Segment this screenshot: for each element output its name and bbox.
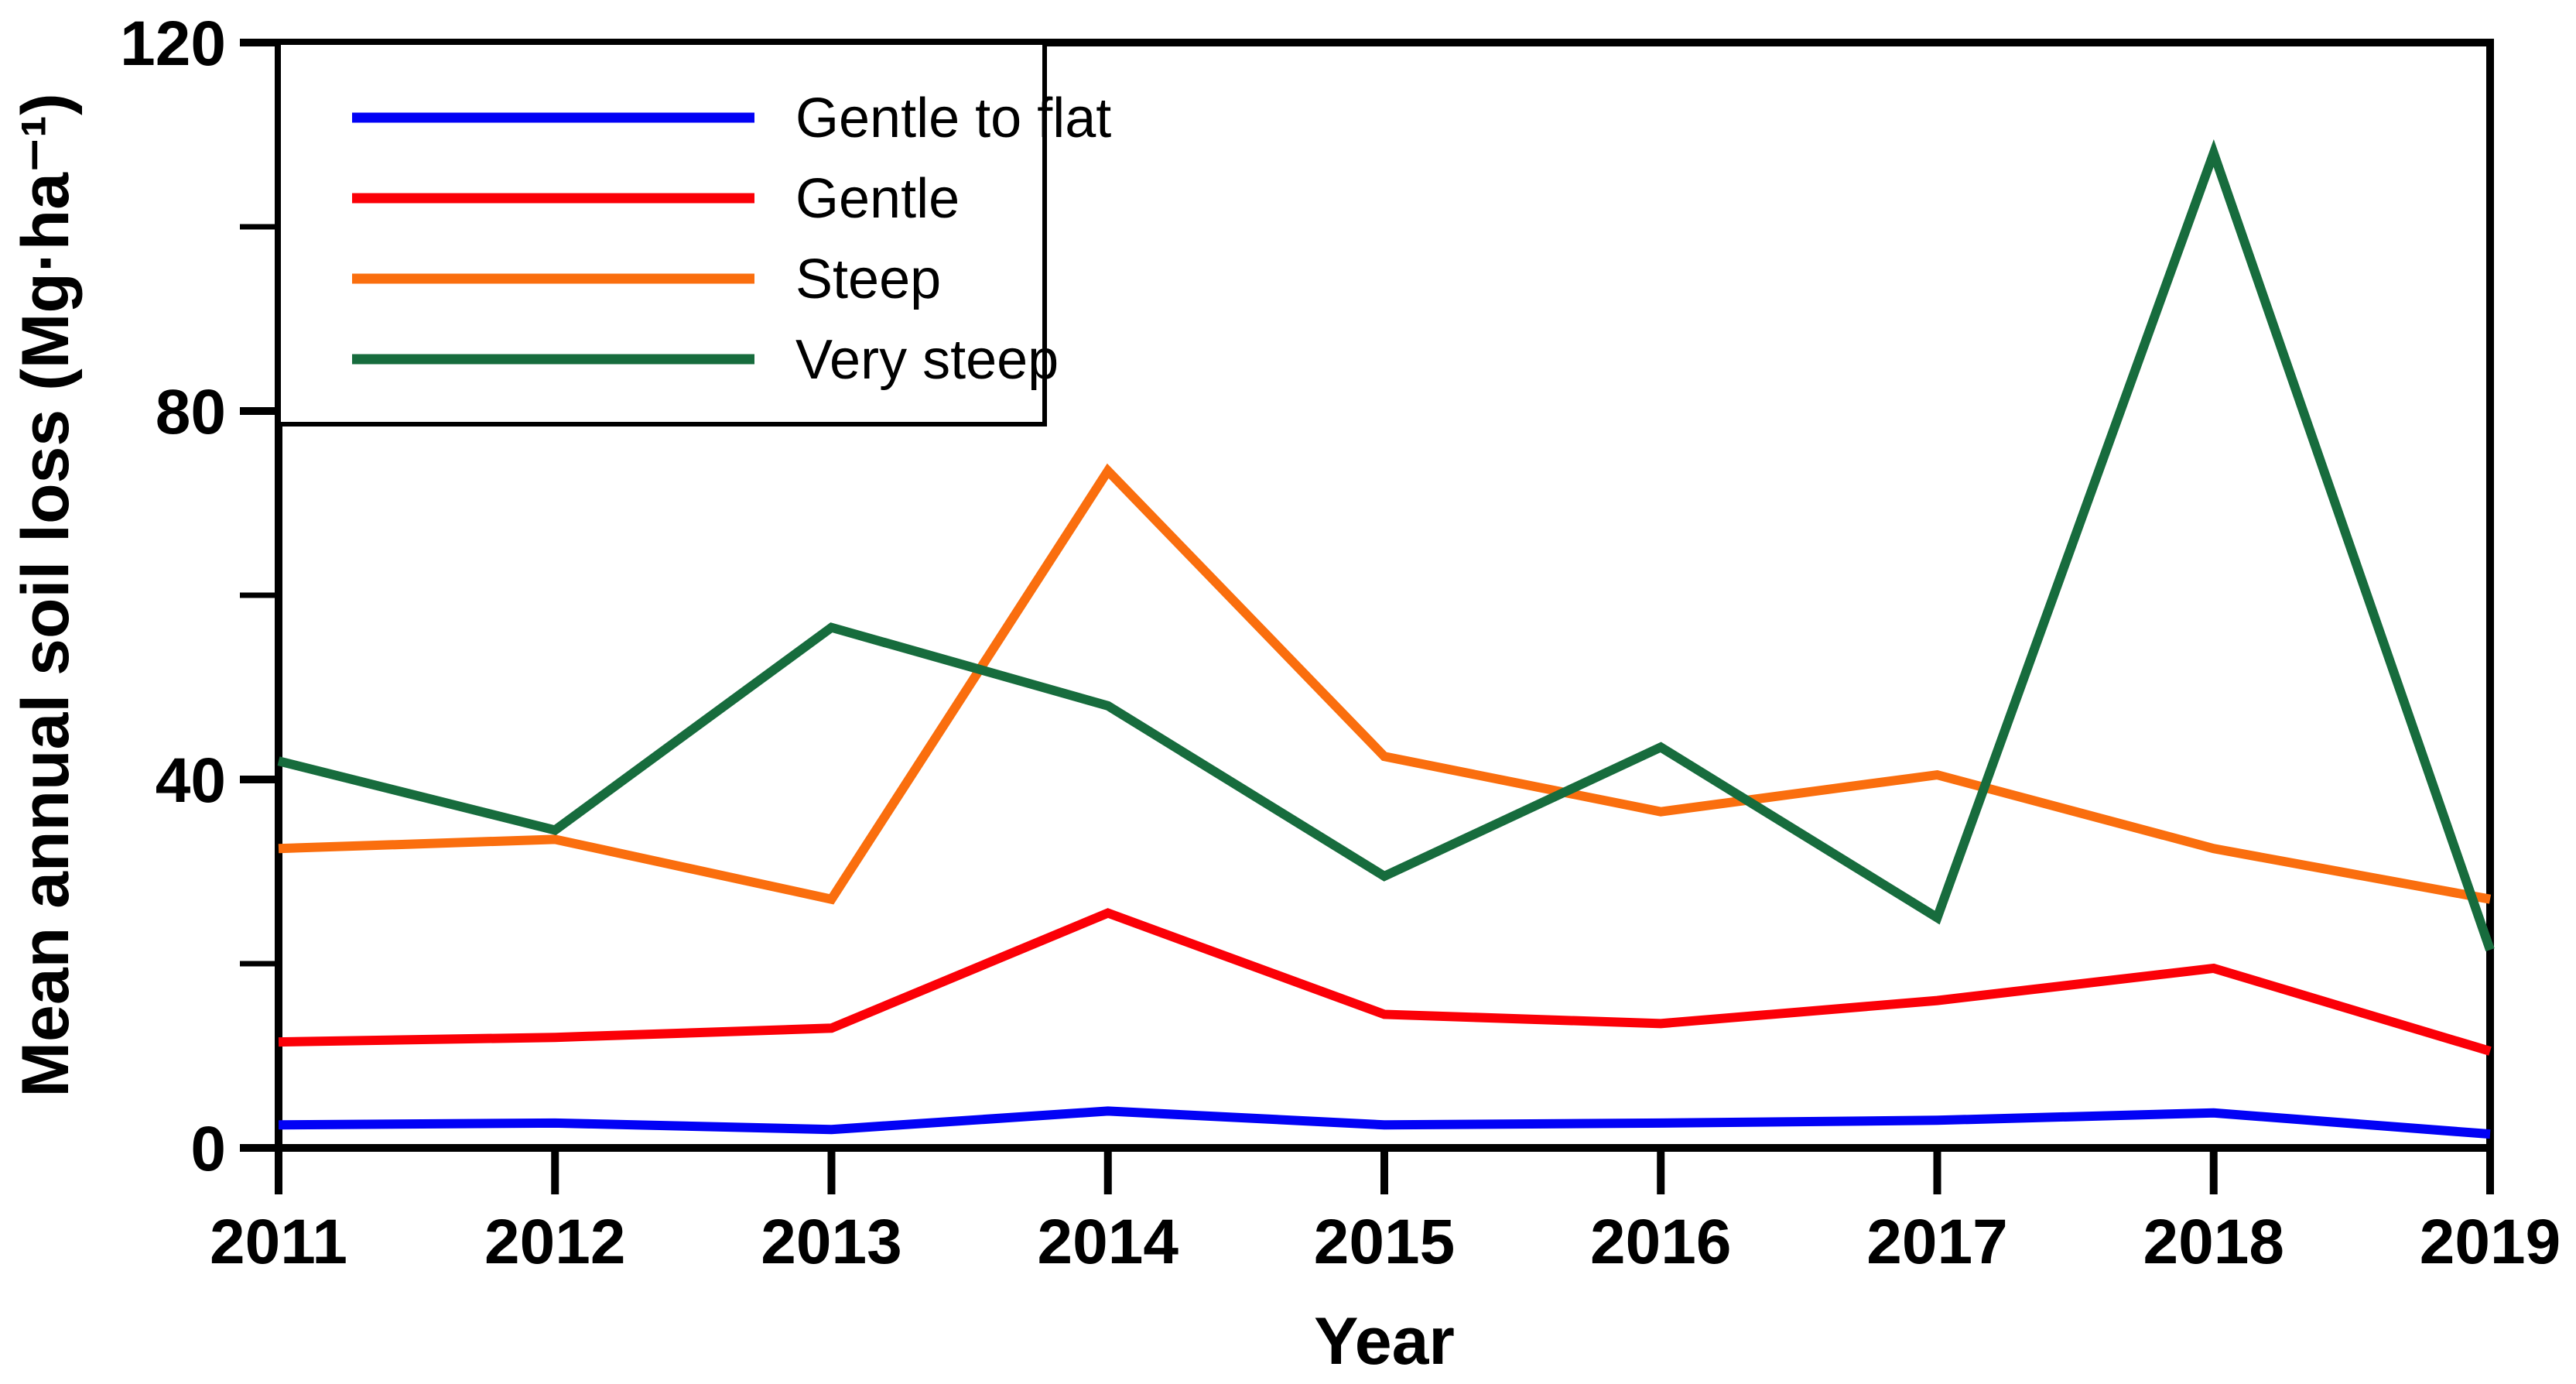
y-tick-label: 80 xyxy=(156,377,226,447)
x-tick-label: 2016 xyxy=(1590,1207,1731,1277)
series-line-gentle xyxy=(278,908,2492,1056)
y-tick-label: 0 xyxy=(190,1114,226,1184)
x-tick-label: 2018 xyxy=(2143,1207,2284,1277)
y-axis-title: Mean annual soil loss (Mg·ha⁻¹) xyxy=(9,93,83,1097)
x-tick-label: 2019 xyxy=(2420,1207,2561,1277)
y-tick-label: 40 xyxy=(156,745,226,816)
series-line-very-steep xyxy=(277,139,2495,952)
y-axis: 0 40 80 120 xyxy=(120,9,279,1184)
x-axis-title: Year xyxy=(1314,1304,1455,1379)
legend-label: Steep xyxy=(795,248,941,310)
y-tick-label: 120 xyxy=(120,9,226,79)
x-tick-label: 2017 xyxy=(1866,1207,2007,1277)
x-tick-label: 2012 xyxy=(484,1207,625,1277)
x-axis: 2011 2012 2013 2014 2015 2016 2017 2018 2019 xyxy=(210,1148,2561,1277)
legend-label: Gentle to flat xyxy=(795,87,1111,149)
x-tick-label: 2014 xyxy=(1038,1207,1179,1277)
legend-label: Very steep xyxy=(795,329,1059,391)
legend: Gentle to flat Gentle Steep Very steep xyxy=(276,40,1111,427)
series-line-gentle-to-flat xyxy=(278,1106,2491,1139)
x-tick-label: 2015 xyxy=(1314,1207,1455,1277)
series-line-steep xyxy=(278,463,2492,905)
x-tick-label: 2011 xyxy=(210,1207,347,1277)
data-series xyxy=(277,139,2495,1139)
legend-label: Gentle xyxy=(795,168,960,230)
x-tick-label: 2013 xyxy=(761,1207,901,1277)
